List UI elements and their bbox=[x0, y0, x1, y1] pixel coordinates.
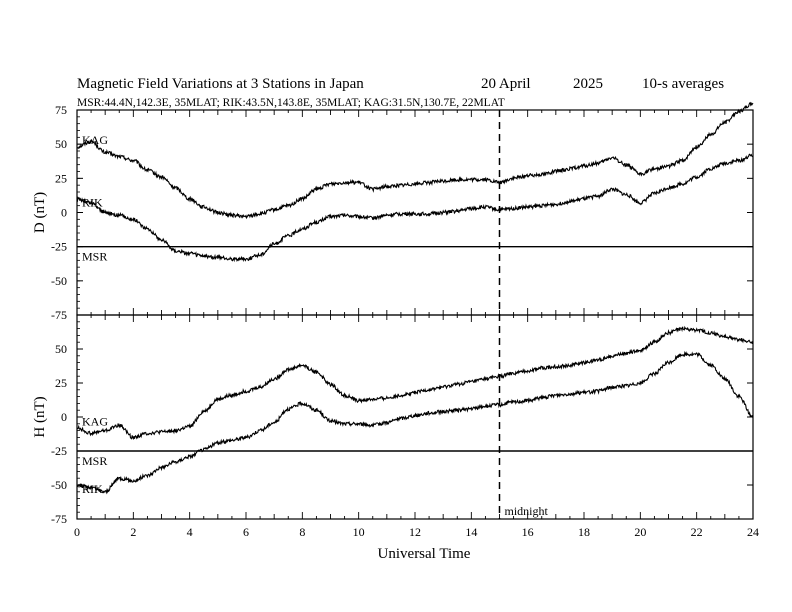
series-label-kag: KAG bbox=[82, 415, 108, 429]
x-tick-label: 18 bbox=[578, 525, 590, 539]
x-tick-label: 24 bbox=[747, 525, 759, 539]
y-tick-label: 50 bbox=[55, 137, 67, 151]
x-tick-label: 4 bbox=[187, 525, 193, 539]
x-tick-label: 14 bbox=[465, 525, 477, 539]
series-label-msr: MSR bbox=[82, 250, 107, 264]
series-line-kag bbox=[76, 101, 754, 220]
x-tick-label: 22 bbox=[691, 525, 703, 539]
y-axis-label: D (nT) bbox=[32, 192, 48, 233]
y-tick-label: 75 bbox=[55, 103, 67, 117]
y-axis-label: H (nT) bbox=[32, 396, 48, 437]
y-tick-label: 25 bbox=[55, 376, 67, 390]
series-line-kag bbox=[76, 325, 754, 441]
x-tick-label: 8 bbox=[299, 525, 305, 539]
chart-averaging: 10-s averages bbox=[642, 76, 724, 92]
x-axis-label: Universal Time bbox=[378, 546, 471, 562]
chart-date: 20 April bbox=[481, 76, 531, 92]
y-tick-label: 25 bbox=[55, 171, 67, 185]
y-tick-label: 0 bbox=[61, 410, 67, 424]
y-tick-label: -25 bbox=[51, 240, 67, 254]
y-tick-label: 50 bbox=[55, 342, 67, 356]
panel-0: 75 50 25 0 -25 -50 -75 D (nT) KAG RIK MSR bbox=[32, 101, 754, 322]
series-label-rik: RIK bbox=[82, 195, 103, 209]
y-tick-label: 0 bbox=[61, 206, 67, 220]
series-label-rik: RIK bbox=[82, 482, 103, 496]
midnight-label: midnight bbox=[505, 504, 549, 518]
x-tick-label: 0 bbox=[74, 525, 80, 539]
x-tick-label: 2 bbox=[130, 525, 136, 539]
y-tick-label: -50 bbox=[51, 274, 67, 288]
x-tick-label: 6 bbox=[243, 525, 249, 539]
y-tick-label: -75 bbox=[51, 512, 67, 526]
series-label-kag: KAG bbox=[82, 133, 108, 147]
panel-1: 50 25 0 -25 -50 -75 H (nT) KAG RIK MSR bbox=[32, 314, 754, 526]
x-tick-label: 10 bbox=[353, 525, 365, 539]
chart-subtitle: MSR:44.4N,142.3E, 35MLAT; RIK:43.5N,143.… bbox=[77, 97, 505, 109]
x-tick-label: 12 bbox=[409, 525, 421, 539]
y-tick-label: -25 bbox=[51, 444, 67, 458]
x-tick-label: 16 bbox=[522, 525, 534, 539]
x-tick-label: 20 bbox=[634, 525, 646, 539]
series-line-rik bbox=[76, 153, 754, 263]
panel-frame bbox=[76, 314, 754, 520]
chart-year: 2025 bbox=[573, 76, 603, 92]
y-tick-label: -75 bbox=[51, 308, 67, 322]
series-label-msr: MSR bbox=[82, 454, 107, 468]
y-tick-label: -50 bbox=[51, 478, 67, 492]
chart-title: Magnetic Field Variations at 3 Stations … bbox=[77, 76, 364, 92]
series-line-rik bbox=[76, 350, 754, 495]
